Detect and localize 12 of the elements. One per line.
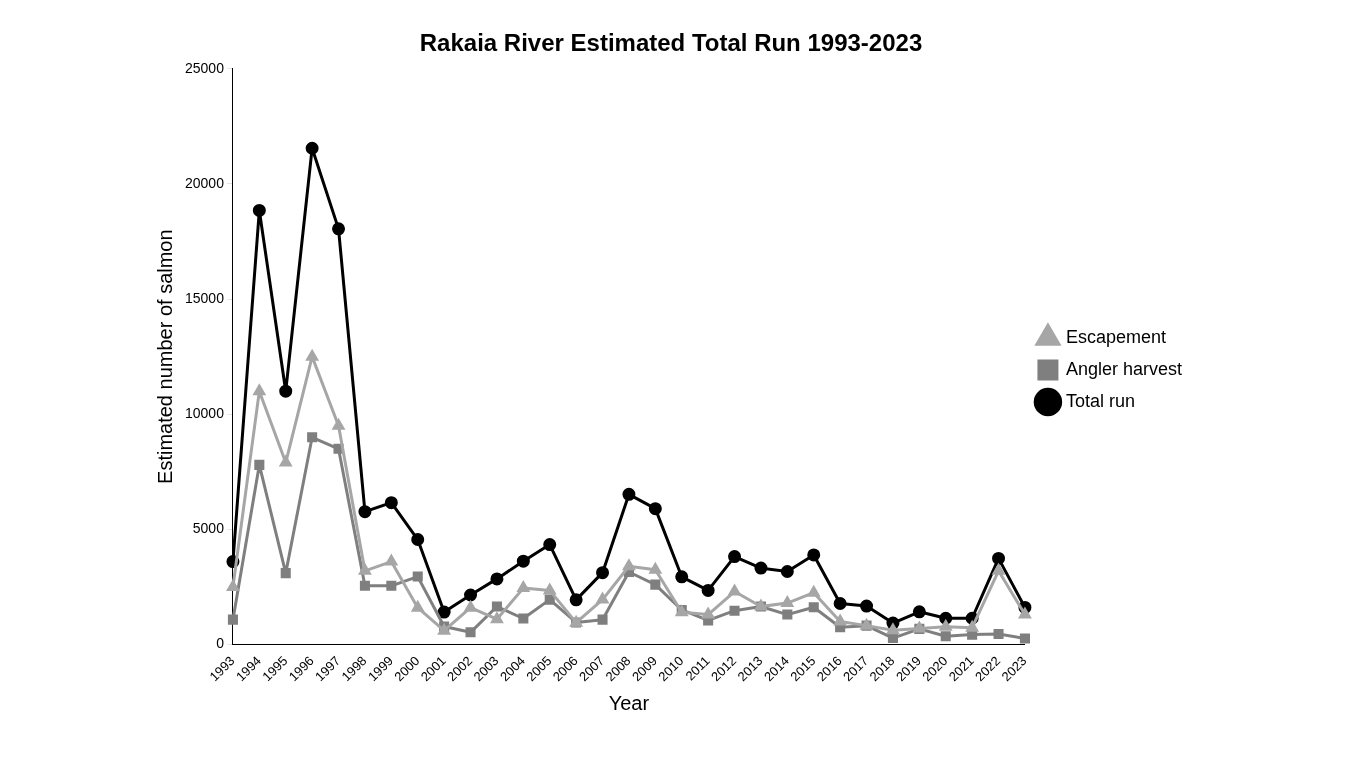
chart-title: Rakaia River Estimated Total Run 1993-2023: [419, 29, 923, 57]
x-axis-title: Year: [608, 691, 650, 714]
y-axis-title: Estimated number of salmon: [153, 229, 176, 484]
y-tick-label: 20000: [184, 174, 225, 191]
legend-label: Total run: [1065, 390, 1135, 411]
y-tick-label: 0: [216, 635, 225, 652]
legend-label: Angler harvest: [1065, 358, 1182, 379]
y-tick-label: 15000: [184, 289, 225, 306]
legend-label: Escapement: [1065, 326, 1166, 347]
y-tick-label: 25000: [184, 59, 225, 76]
y-tick-label: 5000: [192, 520, 225, 537]
y-tick-label: 10000: [184, 405, 225, 422]
